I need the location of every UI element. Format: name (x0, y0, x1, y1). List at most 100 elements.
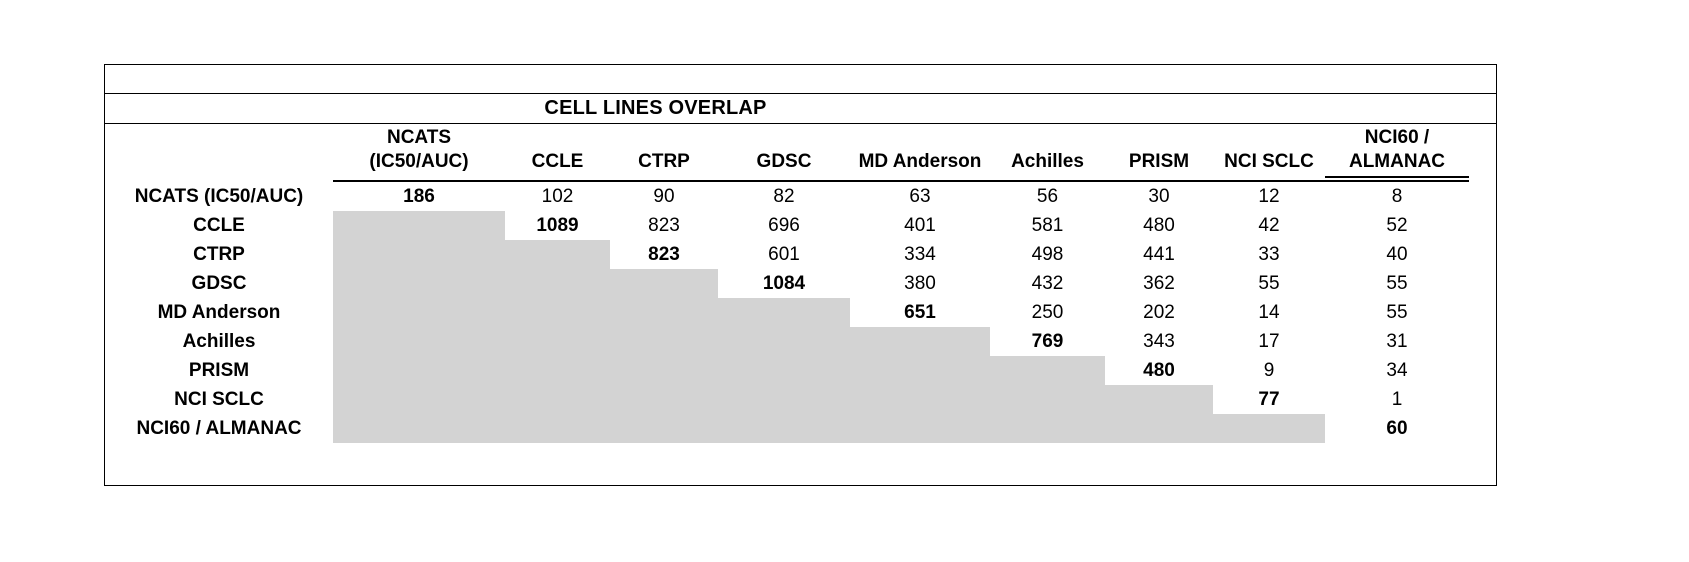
shaded-empty-cell (333, 298, 505, 327)
value-cell: 14 (1258, 302, 1280, 323)
row-label: CTRP (193, 244, 245, 265)
value-cell: 34 (1386, 360, 1408, 381)
shaded-empty-cell (505, 298, 610, 327)
column-header: MD Anderson (850, 124, 990, 182)
row-label: NCATS (IC50/AUC) (134, 186, 304, 207)
spacer-cell (1469, 269, 1497, 298)
diagonal-value-cell: 1089 (536, 215, 579, 236)
column-header-line: PRISM (1128, 151, 1190, 172)
value-cell: 334 (904, 244, 936, 265)
value-cell: 380 (904, 273, 936, 294)
shaded-empty-cell (610, 269, 718, 298)
shaded-empty-cell (850, 327, 990, 356)
column-header-row: NCATS (IC50/AUC) CCLE CTRP GDSC MD Anderson Ac… (105, 124, 1497, 182)
value-cell: 42 (1258, 215, 1280, 236)
value-cell: 56 (1036, 186, 1059, 207)
value-cell: 55 (1386, 302, 1408, 323)
shaded-empty-cell (718, 298, 850, 327)
value-cell: 102 (541, 186, 574, 207)
shaded-empty-cell (850, 414, 990, 443)
shaded-empty-cell (610, 385, 718, 414)
column-header-line: NCI SCLC (1224, 151, 1314, 172)
column-header-line: NCI60 / (1364, 127, 1430, 148)
column-header: CTRP (610, 124, 718, 182)
spacer-cell (1469, 356, 1497, 385)
value-cell: 401 (904, 215, 936, 236)
value-cell: 33 (1258, 244, 1280, 265)
table-row: PRISM 480 9 34 (105, 356, 1497, 385)
value-cell: 343 (1143, 331, 1175, 352)
matrix-body: NCATS (IC50/AUC) 186 102 90 82 63 56 30 12 8 CCLE 1… (105, 182, 1497, 443)
matrix-header: NCATS (IC50/AUC) CCLE CTRP GDSC MD Anderson Ac… (105, 124, 1497, 182)
shaded-empty-cell (333, 356, 505, 385)
shaded-empty-cell (610, 356, 718, 385)
column-header-line: NCATS (386, 127, 452, 148)
value-cell: 362 (1143, 273, 1175, 294)
diagonal-value-cell: 651 (904, 302, 936, 323)
spacer-cell (1469, 385, 1497, 414)
spacer-cell (1469, 327, 1497, 356)
table-row: NCI60 / ALMANAC 60 (105, 414, 1497, 443)
table-title-row: CELL LINES OVERLAP (105, 94, 1496, 124)
shaded-empty-cell (610, 414, 718, 443)
shaded-empty-cell (505, 385, 610, 414)
column-header: NCI60 / ALMANAC (1325, 124, 1469, 182)
value-cell: 40 (1386, 244, 1408, 265)
shaded-empty-cell (990, 356, 1105, 385)
value-cell: 55 (1258, 273, 1280, 294)
row-label-column-header (105, 124, 333, 182)
shaded-empty-cell (1105, 385, 1213, 414)
spacer-cell (1469, 182, 1497, 211)
table-row: Achilles 769 343 17 31 (105, 327, 1497, 356)
shaded-empty-cell (1213, 414, 1325, 443)
diagonal-value-cell: 186 (403, 186, 435, 207)
spacer-cell (1469, 211, 1497, 240)
shaded-empty-cell (990, 414, 1105, 443)
table-row: GDSC 1084 380 432 362 55 55 (105, 269, 1497, 298)
shaded-empty-cell (718, 414, 850, 443)
shaded-empty-cell (718, 327, 850, 356)
column-header-line: MD Anderson (858, 151, 982, 172)
shaded-empty-cell (850, 385, 990, 414)
value-cell: 30 (1148, 186, 1170, 207)
row-label: GDSC (191, 273, 247, 294)
value-cell: 90 (653, 186, 675, 207)
row-label: CCLE (193, 215, 245, 236)
value-cell: 498 (1031, 244, 1064, 265)
column-header-line: ALMANAC (1348, 151, 1446, 172)
shaded-empty-cell (990, 385, 1105, 414)
column-header: CCLE (505, 124, 610, 182)
value-cell: 441 (1143, 244, 1175, 265)
value-cell: 9 (1263, 360, 1275, 381)
value-cell: 1 (1391, 389, 1403, 410)
spacer-cell (1469, 298, 1497, 327)
value-cell: 202 (1143, 302, 1175, 323)
shaded-empty-cell (505, 356, 610, 385)
spacer-cell (1469, 414, 1497, 443)
value-cell: 581 (1031, 215, 1064, 236)
value-cell: 696 (768, 215, 800, 236)
shaded-empty-cell (718, 385, 850, 414)
shaded-empty-cell (333, 385, 505, 414)
column-header-line: (IC50/AUC) (369, 151, 469, 172)
cell-lines-overlap-sheet: CELL LINES OVERLAP NCATS (IC50/AUC) CCLE CT… (104, 64, 1497, 486)
column-header: Achilles (990, 124, 1105, 182)
diagonal-value-cell: 769 (1031, 331, 1064, 352)
table-title: CELL LINES OVERLAP (544, 97, 767, 119)
shaded-empty-cell (505, 240, 610, 269)
shaded-empty-cell (610, 327, 718, 356)
shaded-empty-cell (505, 414, 610, 443)
shaded-empty-cell (505, 269, 610, 298)
shaded-empty-cell (718, 356, 850, 385)
shaded-empty-cell (333, 240, 505, 269)
table-row: MD Anderson 651 250 202 14 55 (105, 298, 1497, 327)
column-header: NCI SCLC (1213, 124, 1325, 182)
diagonal-value-cell: 77 (1258, 389, 1280, 410)
table-row: CCLE 1089 823 696 401 581 480 42 52 (105, 211, 1497, 240)
column-header: GDSC (718, 124, 850, 182)
value-cell: 432 (1031, 273, 1064, 294)
value-cell: 52 (1386, 215, 1408, 236)
value-cell: 823 (648, 215, 680, 236)
table-row: CTRP 823 601 334 498 441 33 40 (105, 240, 1497, 269)
